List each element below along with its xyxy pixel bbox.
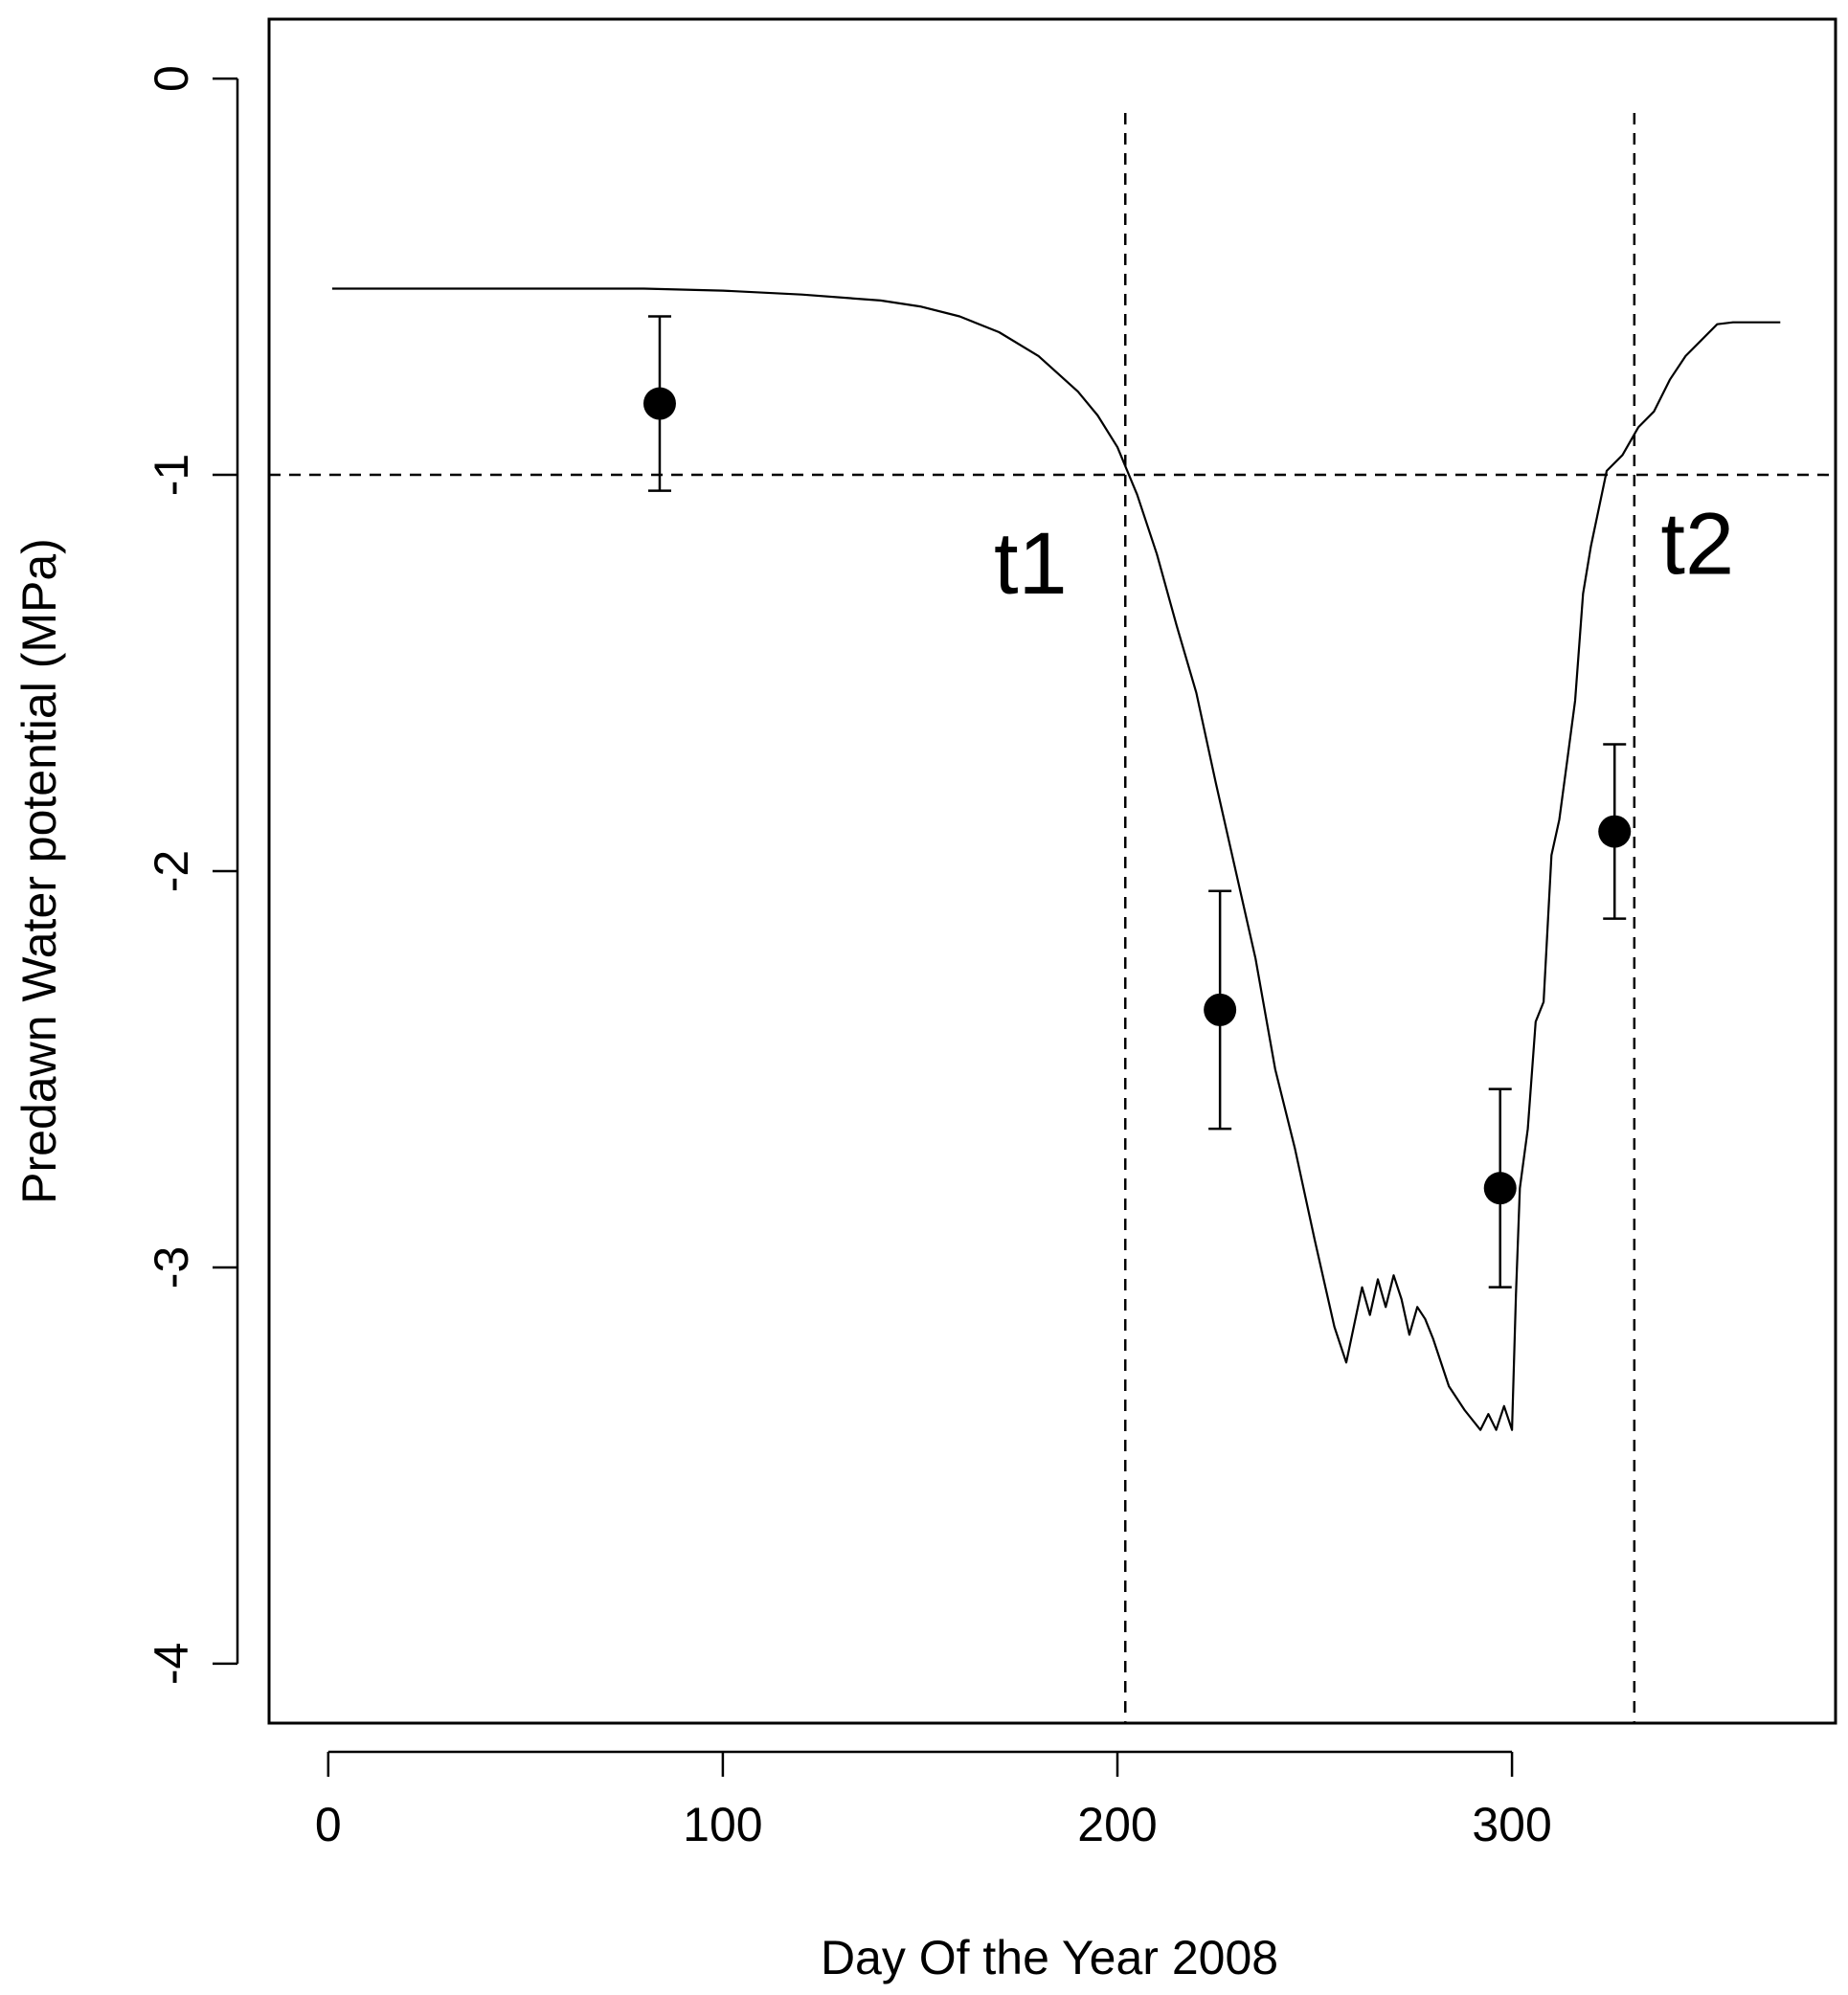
y-tick-label: -1 bbox=[145, 454, 198, 496]
y-tick-label: 0 bbox=[145, 65, 198, 92]
plot-frame bbox=[267, 17, 1837, 1725]
y-axis: 0 -1 -2 -3 -4 bbox=[145, 65, 239, 1685]
data-point-group bbox=[1483, 1087, 1517, 1289]
data-point bbox=[1598, 815, 1632, 848]
x-tick-label: 100 bbox=[683, 1798, 762, 1851]
y-tick-label: -4 bbox=[145, 1643, 198, 1685]
annotation-t2: t2 bbox=[1660, 496, 1734, 594]
x-axis-title: Day Of the Year 2008 bbox=[821, 1931, 1278, 1984]
y-tick-label: -3 bbox=[145, 1246, 198, 1289]
observation-points bbox=[642, 315, 1632, 1289]
model-line bbox=[331, 287, 1781, 1431]
x-tick-label: 200 bbox=[1077, 1798, 1157, 1851]
data-point-group bbox=[1598, 743, 1632, 920]
data-point-group bbox=[1204, 889, 1237, 1131]
y-tick-label: -2 bbox=[145, 850, 198, 892]
model-line-layer bbox=[331, 287, 1781, 1431]
x-tick-label: 300 bbox=[1472, 1798, 1551, 1851]
data-point bbox=[1483, 1172, 1517, 1205]
data-point bbox=[642, 387, 676, 420]
annotation-t1: t1 bbox=[994, 515, 1068, 613]
data-point-group bbox=[642, 315, 676, 492]
annotations: t1 t2 bbox=[994, 496, 1734, 614]
reference-lines bbox=[269, 113, 1836, 1723]
x-axis: 0 100 200 300 bbox=[315, 1750, 1552, 1851]
data-point bbox=[1204, 993, 1237, 1026]
y-axis-title: Predawn Water potential (MPa) bbox=[12, 538, 66, 1204]
x-tick-label: 0 bbox=[315, 1798, 342, 1851]
